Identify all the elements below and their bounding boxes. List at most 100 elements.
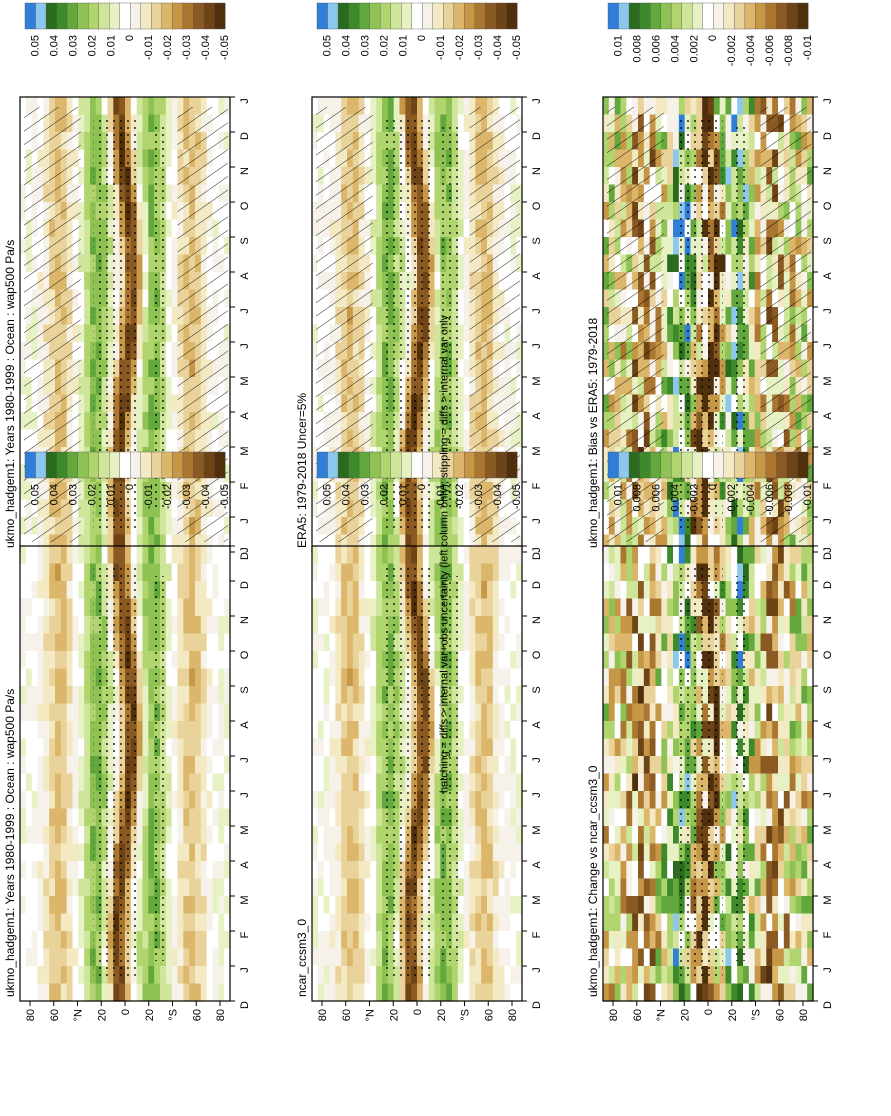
heatmap-cell: [195, 791, 201, 809]
heatmap-cell: [84, 237, 90, 255]
heatmap-cell: [341, 826, 347, 844]
heatmap-cell: [330, 721, 336, 739]
heatmap-cell: [347, 896, 353, 914]
heatmap-cell: [376, 360, 382, 378]
heatmap-cell: [189, 966, 195, 984]
heatmap-cell: [172, 651, 178, 669]
heatmap-cell: [38, 599, 44, 617]
heatmap-cell: [499, 861, 505, 879]
month-tick-label: J: [239, 518, 251, 524]
heatmap-cell: [341, 914, 347, 932]
heatmap-cell: [108, 97, 114, 115]
heatmap-cell: [32, 686, 38, 704]
heatmap-cell: [78, 686, 84, 704]
heatmap-cell: [330, 966, 336, 984]
heatmap-cell: [160, 966, 166, 984]
heatmap-cell: [55, 966, 61, 984]
heatmap-cell: [143, 809, 149, 827]
heatmap-cell: [73, 546, 79, 564]
heatmap-cell: [376, 517, 382, 535]
heatmap-cell: [78, 564, 84, 582]
heatmap-cell: [218, 581, 224, 599]
heatmap-cell: [61, 599, 67, 617]
heatmap-cell: [213, 791, 219, 809]
heatmap-cell: [330, 844, 336, 862]
colorbar-swatch: [475, 452, 486, 478]
heatmap-cell: [143, 984, 149, 1002]
heatmap-cell: [370, 879, 376, 897]
heatmap-cell: [493, 669, 499, 687]
heatmap-cell: [61, 616, 67, 634]
heatmap-cell: [55, 739, 61, 757]
heatmap-cell: [218, 931, 224, 949]
heatmap-cell: [499, 651, 505, 669]
heatmap-cell: [696, 97, 702, 115]
heatmap-cell: [189, 651, 195, 669]
heatmap-cell: [667, 237, 673, 255]
heatmap-cell: [435, 307, 441, 325]
heatmap-cell: [667, 412, 673, 430]
heatmap-cell: [446, 97, 452, 115]
panel-title: ukmo_hadgem1: Years 1980-1999 : Ocean : …: [3, 240, 17, 548]
heatmap-cell: [755, 237, 761, 255]
heatmap-cell: [213, 826, 219, 844]
heatmap-cell: [394, 984, 400, 1002]
colorbar-swatch: [46, 452, 57, 478]
heatmap-cell: [49, 581, 55, 599]
heatmap-cell: [143, 739, 149, 757]
heatmap-cell: [359, 914, 365, 932]
month-tick-label: F: [239, 931, 251, 938]
colorbar-swatch: [454, 3, 465, 29]
heatmap-cell: [470, 669, 476, 687]
heatmap-cell: [38, 669, 44, 687]
heatmap-cell: [32, 861, 38, 879]
heatmap-cell: [318, 984, 324, 1002]
heatmap-cell: [143, 564, 149, 582]
heatmap-cell: [481, 739, 487, 757]
heatmap-cell: [73, 861, 79, 879]
heatmap-cell: [376, 774, 382, 792]
heatmap-cell: [365, 756, 371, 774]
heatmap-cell: [464, 949, 470, 967]
heatmap-cell: [487, 949, 493, 967]
heatmap-cell: [26, 931, 32, 949]
heatmap-cell: [359, 756, 365, 774]
heatmap-cell: [499, 949, 505, 967]
heatmap-cell: [78, 599, 84, 617]
heatmap-cell: [67, 984, 73, 1002]
month-tick-label: A: [531, 721, 543, 729]
heatmap-cell: [84, 581, 90, 599]
heatmap-cell: [213, 914, 219, 932]
heatmap-cell: [341, 896, 347, 914]
heatmap-cell: [324, 896, 330, 914]
colorbar-label: -0.01: [435, 484, 447, 509]
heatmap-cell: [84, 599, 90, 617]
heatmap-cell: [213, 721, 219, 739]
heatmap-cell: [172, 272, 178, 290]
heatmap-cell: [38, 896, 44, 914]
heatmap-cell: [510, 966, 516, 984]
heatmap-cell: [195, 669, 201, 687]
heatmap-cell: [84, 721, 90, 739]
heatmap-cell: [143, 879, 149, 897]
heatmap-cell: [218, 984, 224, 1002]
heatmap-cell: [20, 984, 26, 1002]
heatmap-cell: [376, 395, 382, 413]
heatmap-cell: [481, 564, 487, 582]
heatmap-cell: [172, 546, 178, 564]
heatmap-cell: [435, 599, 441, 617]
heatmap-cell: [376, 185, 382, 203]
heatmap-cell: [464, 984, 470, 1002]
heatmap-cell: [195, 914, 201, 932]
heatmap-cell: [137, 984, 143, 1002]
heatmap-cell: [359, 791, 365, 809]
heatmap-cell: [470, 966, 476, 984]
month-tick-label: A: [239, 272, 251, 280]
heatmap-cell: [55, 774, 61, 792]
heatmap-cell: [166, 517, 172, 535]
heatmap-cell: [183, 739, 189, 757]
heatmap-cell: [78, 931, 84, 949]
heatmap-cell: [55, 616, 61, 634]
heatmap-cell: [195, 896, 201, 914]
heatmap-cell: [726, 237, 732, 255]
